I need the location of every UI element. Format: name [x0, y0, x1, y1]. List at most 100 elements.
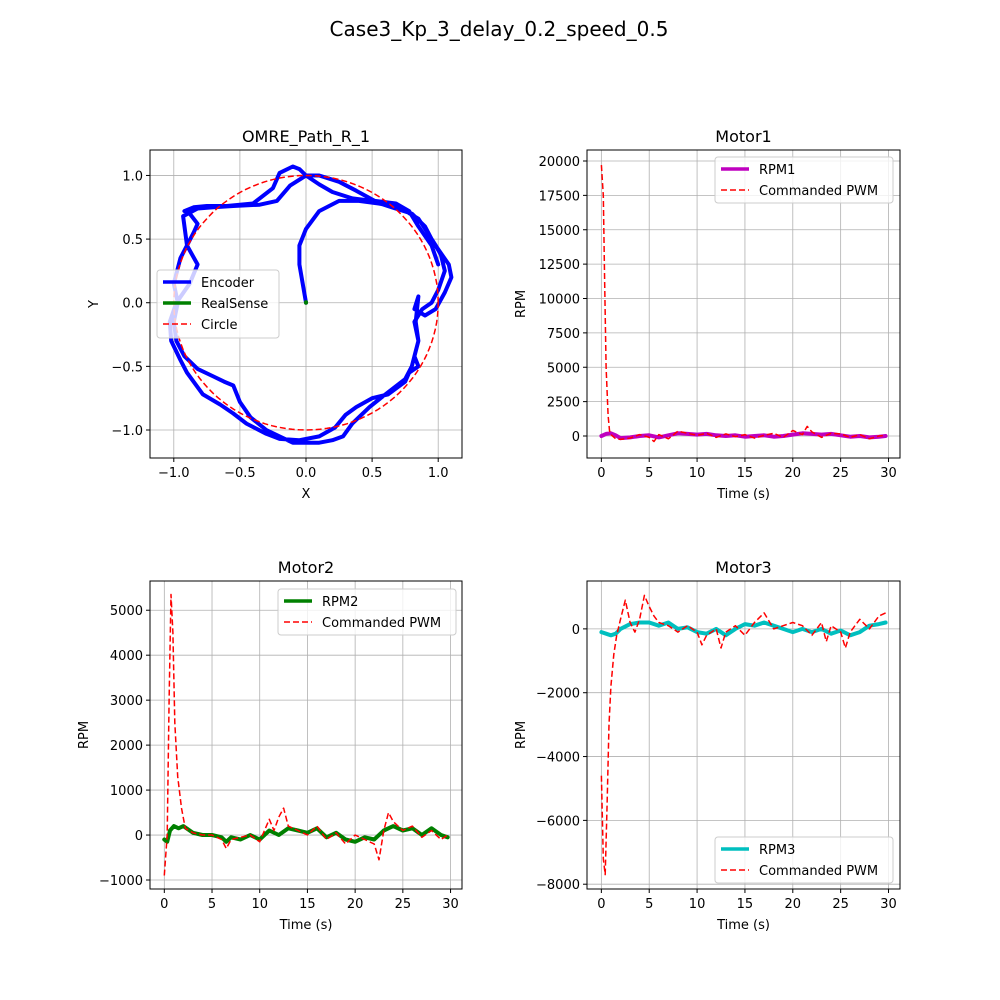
x-tick-label: 0.5: [362, 466, 383, 481]
series-line-rpm2: [162, 824, 450, 844]
x-tick-label: 5: [645, 466, 653, 481]
series-line-rpm3: [599, 620, 888, 638]
y-tick-label: −6000: [536, 814, 580, 829]
y-tick-label: 20000: [539, 155, 580, 170]
axes-frame: [586, 580, 901, 890]
x-tick-label: 0: [160, 897, 168, 912]
y-tick-label: 3000: [110, 694, 143, 709]
legend-entry: Commanded PWM: [322, 616, 441, 631]
y-tick-label: 1.0: [122, 169, 143, 184]
x-tick-label: 0.0: [296, 466, 317, 481]
axes-frame: [586, 149, 901, 459]
legend: RPM3 Commanded PWM: [714, 836, 894, 884]
x-axis-label: Time (s): [716, 487, 770, 502]
x-tick-label: 10: [689, 897, 706, 912]
plot-area: [599, 594, 888, 876]
chart-title: Motor3: [715, 558, 771, 577]
x-tick-label: 1.0: [428, 466, 449, 481]
legend-entry: RPM2: [322, 595, 358, 610]
x-tick-label: 30: [442, 897, 459, 912]
y-tick-label: 0: [572, 623, 580, 638]
axes-frame: [149, 580, 463, 890]
y-tick-label: −1.0: [111, 424, 143, 439]
chart-title: OMRE_Path_R_1: [242, 127, 370, 147]
legend-entry: Circle: [201, 318, 238, 333]
x-tick-label: 10: [251, 897, 268, 912]
x-tick-label: 10: [689, 466, 706, 481]
x-tick-label: 0: [597, 897, 605, 912]
x-tick-label: 5: [645, 897, 653, 912]
x-tick-label: 30: [880, 466, 897, 481]
x-tick-label: 30: [880, 897, 897, 912]
y-tick-label: 0: [572, 430, 580, 445]
figure-suptitle: Case3_Kp_3_delay_0.2_speed_0.5: [330, 17, 669, 41]
y-tick-label: 0.0: [122, 297, 143, 312]
y-tick-label: 15000: [539, 224, 580, 239]
chart-motor1: 0 5 10 15 20 25 30 0 2500 5000 7500 10000 12500 15000…: [514, 127, 901, 502]
x-axis-label: Time (s): [279, 918, 333, 933]
chart-title: Motor2: [278, 558, 334, 577]
legend-frame: [714, 156, 894, 204]
y-tick-label: 10000: [539, 293, 580, 308]
series-line-rpm1: [599, 431, 888, 441]
x-tick-label: 15: [299, 897, 316, 912]
y-tick-label: 12500: [539, 258, 580, 273]
y-tick-label: −4000: [536, 751, 580, 766]
y-tick-label: 7500: [547, 327, 580, 342]
series-line-commanded-pwm: [600, 165, 886, 443]
legend-entry: RPM3: [759, 843, 795, 858]
y-tick-label: −8000: [536, 878, 580, 893]
x-tick-label: −1.0: [158, 466, 190, 481]
legend: RPM2 Commanded PWM: [277, 588, 457, 636]
x-tick-label: 0: [597, 466, 605, 481]
y-axis-label: RPM: [514, 721, 529, 749]
y-axis-label: RPM: [514, 290, 529, 318]
x-tick-label: 5: [208, 897, 216, 912]
y-tick-label: 0: [135, 829, 143, 844]
chart-motor3: 0 5 10 15 20 25 30 −8000 −6000 −4000 −2000 0 Motor3 T…: [514, 558, 901, 933]
y-tick-label: −1000: [99, 874, 143, 889]
legend-entry: RealSense: [201, 297, 268, 312]
x-tick-label: 15: [737, 466, 754, 481]
legend: Encoder RealSense Circle: [156, 269, 280, 339]
x-tick-label: 20: [785, 466, 802, 481]
y-axis-label: RPM: [77, 721, 92, 749]
legend-entry: Encoder: [201, 276, 255, 291]
x-tick-label: −0.5: [224, 466, 256, 481]
x-axis-label: Time (s): [716, 918, 770, 933]
legend: RPM1 Commanded PWM: [714, 156, 894, 204]
axes-frame: [149, 149, 463, 459]
x-tick-label: 25: [832, 897, 849, 912]
chart-motor2: 0 5 10 15 20 25 30 −1000 0 1000 2000 3000 4000 5000 Mo…: [77, 558, 463, 933]
y-tick-label: −2000: [536, 687, 580, 702]
x-tick-label: 25: [395, 897, 412, 912]
plot-area: [162, 593, 450, 876]
series-line-commanded-pwm: [600, 594, 886, 876]
legend-entry: Commanded PWM: [759, 184, 878, 199]
legend-frame: [277, 588, 457, 636]
legend-frame: [714, 836, 894, 884]
legend-entry: Commanded PWM: [759, 864, 878, 879]
y-tick-label: 1000: [110, 784, 143, 799]
y-tick-label: −0.5: [111, 360, 143, 375]
y-tick-label: 5000: [547, 361, 580, 376]
series-line-commanded-pwm: [163, 593, 449, 876]
x-axis-label: X: [302, 487, 311, 502]
legend-entry: RPM1: [759, 163, 795, 178]
x-tick-label: 20: [785, 897, 802, 912]
y-tick-label: 5000: [110, 604, 143, 619]
y-tick-label: 0.5: [122, 233, 143, 248]
y-tick-label: 4000: [110, 649, 143, 664]
x-tick-label: 25: [832, 466, 849, 481]
y-tick-label: 17500: [539, 189, 580, 204]
legend-frame: [156, 269, 280, 339]
x-tick-label: 20: [347, 897, 364, 912]
chart-path: −1.0 −0.5 0.0 0.5 1.0 −1.0 −0.5 0.0 0.5 1.0 OMRE_P…: [87, 127, 463, 502]
y-axis-label: Y: [87, 300, 102, 309]
y-tick-label: 2000: [110, 739, 143, 754]
plot-area: [599, 165, 888, 443]
y-tick-label: 2500: [547, 396, 580, 411]
x-tick-label: 15: [737, 897, 754, 912]
chart-title: Motor1: [715, 127, 771, 146]
